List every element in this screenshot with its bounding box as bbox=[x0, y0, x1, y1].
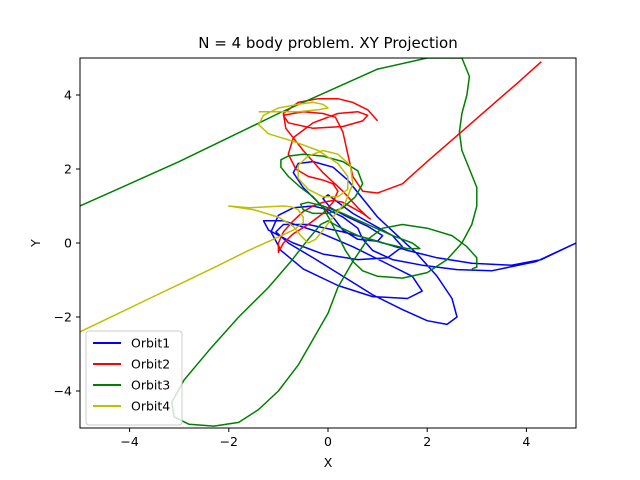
y-tick-label: 0 bbox=[64, 236, 72, 251]
y-axis-label: Y bbox=[28, 239, 43, 248]
y-tick-label: 2 bbox=[64, 162, 72, 177]
chart-title: N = 4 body problem. XY Projection bbox=[198, 34, 457, 52]
x-tick-label: 0 bbox=[324, 434, 332, 449]
y-tick-label: −4 bbox=[54, 384, 72, 399]
x-tick-label: −4 bbox=[120, 434, 138, 449]
series-line-orbit3 bbox=[80, 58, 478, 427]
y-axis: −4 −2 0 2 4 bbox=[54, 88, 80, 399]
y-tick-label: 4 bbox=[64, 88, 72, 103]
legend-label-orbit3: Orbit3 bbox=[131, 378, 170, 393]
series-line-orbit4 bbox=[80, 101, 354, 333]
x-axis: −4 −2 0 2 4 bbox=[120, 428, 530, 449]
x-tick-label: 4 bbox=[522, 434, 530, 449]
legend-box bbox=[85, 330, 183, 426]
series-line-orbit1 bbox=[262, 160, 576, 326]
x-axis-label: X bbox=[324, 455, 333, 470]
legend: Orbit1 Orbit2 Orbit3 Orbit4 bbox=[85, 330, 183, 426]
y-tick-label: −2 bbox=[54, 310, 72, 325]
x-tick-label: −2 bbox=[220, 434, 238, 449]
series-group bbox=[80, 58, 576, 427]
legend-label-orbit2: Orbit2 bbox=[131, 357, 170, 372]
legend-label-orbit4: Orbit4 bbox=[131, 399, 170, 414]
x-tick-label: 2 bbox=[423, 434, 431, 449]
legend-label-orbit1: Orbit1 bbox=[131, 336, 170, 351]
